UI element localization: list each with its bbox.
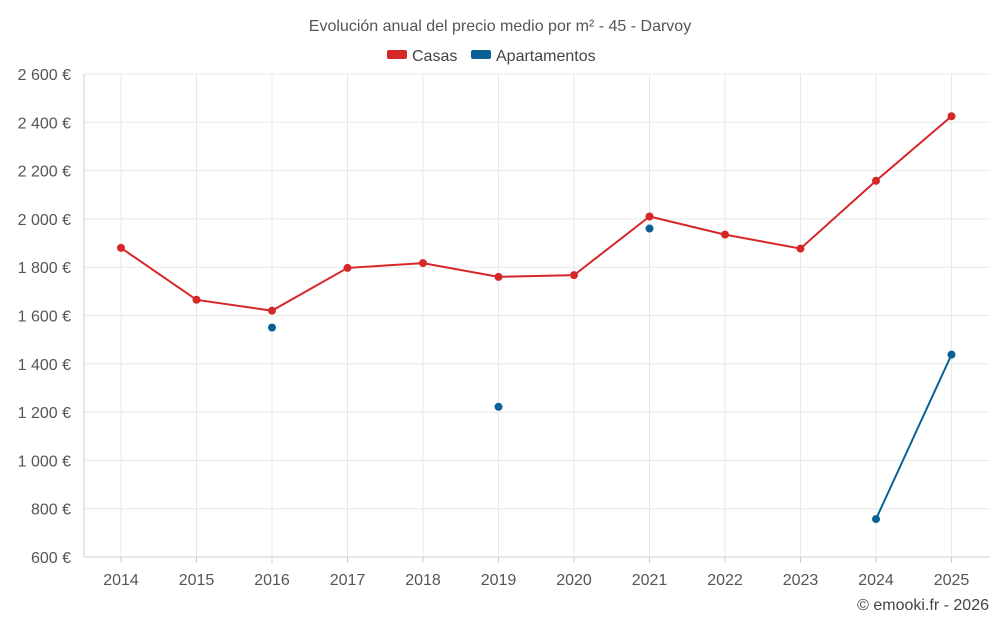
data-point-apartamentos[interactable] <box>947 350 956 359</box>
y-axis: 600 € 800 € 1 000 € 1 200 € 1 400 € 1 600 € 1 … <box>18 67 85 567</box>
x-tick-label: 2016 <box>254 572 290 589</box>
y-tick-label: 1 600 € <box>18 309 71 326</box>
y-tick-label: 800 € <box>31 502 71 519</box>
series-apartamentos <box>268 224 956 524</box>
legend-item-apartamentos[interactable]: Apartamentos <box>471 48 596 65</box>
legend[interactable]: Casas Apartamentos <box>387 48 596 65</box>
data-point-casas[interactable] <box>570 271 578 280</box>
y-tick-label: 1 800 € <box>18 260 71 277</box>
data-point-casas[interactable] <box>645 212 654 221</box>
y-tick-label: 2 200 € <box>18 164 71 181</box>
x-tick-label: 2021 <box>632 572 668 589</box>
data-point-apartamentos[interactable] <box>645 224 654 233</box>
series-line-casas <box>120 115 953 312</box>
x-tick-label: 2015 <box>179 572 215 589</box>
legend-label-casas: Casas <box>412 48 457 65</box>
data-point-apartamentos[interactable] <box>494 402 503 411</box>
x-tick-label: 2020 <box>556 572 592 589</box>
x-tick-label: 2014 <box>103 572 139 589</box>
x-tick-label: 2024 <box>858 572 894 589</box>
x-tick-label: 2023 <box>783 572 819 589</box>
legend-item-casas[interactable]: Casas <box>387 48 457 65</box>
data-point-casas[interactable] <box>419 259 427 268</box>
data-point-casas[interactable] <box>721 230 729 239</box>
legend-swatch-apartamentos <box>471 50 491 59</box>
y-tick-label: 2 400 € <box>18 115 71 132</box>
data-point-casas[interactable] <box>494 272 503 281</box>
legend-label-apartamentos: Apartamentos <box>496 48 596 65</box>
x-tick-label: 2025 <box>934 572 970 589</box>
data-point-casas[interactable] <box>268 306 276 315</box>
x-gridlines <box>120 74 952 557</box>
chart-title: Evolución anual del precio medio por m² … <box>309 18 691 35</box>
series-casas <box>117 112 956 315</box>
x-tick-label: 2018 <box>405 572 441 589</box>
legend-swatch-casas <box>387 50 407 59</box>
credit-text: © emooki.fr - 2026 <box>857 597 989 614</box>
y-tick-label: 2 000 € <box>18 212 71 229</box>
x-tick-label: 2022 <box>707 572 743 589</box>
x-tick-label: 2019 <box>481 572 517 589</box>
y-tick-label: 1 200 € <box>18 405 71 422</box>
y-tick-label: 1 400 € <box>18 357 71 374</box>
data-point-casas[interactable] <box>192 295 201 304</box>
data-point-apartamentos[interactable] <box>268 323 276 332</box>
y-tick-label: 2 600 € <box>18 67 71 84</box>
y-tick-label: 600 € <box>31 550 71 567</box>
data-point-casas[interactable] <box>872 176 880 185</box>
x-tick-label: 2017 <box>330 572 366 589</box>
series-layer <box>117 112 956 524</box>
data-point-apartamentos[interactable] <box>872 515 880 524</box>
y-gridlines <box>84 73 990 558</box>
y-tick-label: 1 000 € <box>18 453 71 470</box>
series-line-apartamentos <box>875 354 953 520</box>
data-point-casas[interactable] <box>796 244 805 253</box>
data-point-casas[interactable] <box>947 112 956 121</box>
data-point-casas[interactable] <box>117 243 125 252</box>
x-axis: 2014 2015 2016 2017 2018 2019 2020 2021 2022 2023… <box>103 557 969 589</box>
data-point-casas[interactable] <box>343 263 352 272</box>
